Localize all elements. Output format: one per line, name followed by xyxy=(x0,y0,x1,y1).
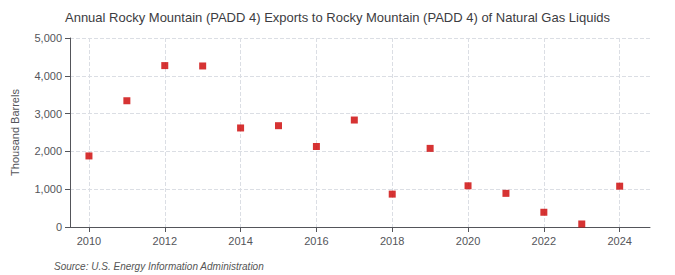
svg-text:2014: 2014 xyxy=(228,235,252,247)
svg-text:0: 0 xyxy=(56,221,62,233)
svg-text:2024: 2024 xyxy=(607,235,631,247)
svg-text:Annual Rocky Mountain (PADD 4): Annual Rocky Mountain (PADD 4) Exports t… xyxy=(65,10,611,25)
svg-text:5,000: 5,000 xyxy=(34,32,62,44)
svg-text:Thousand Barrels: Thousand Barrels xyxy=(9,89,21,176)
svg-text:1,000: 1,000 xyxy=(34,183,62,195)
svg-text:2010: 2010 xyxy=(77,235,101,247)
svg-text:2020: 2020 xyxy=(456,235,480,247)
svg-text:4,000: 4,000 xyxy=(34,70,62,82)
svg-text:2018: 2018 xyxy=(380,235,404,247)
svg-text:3,000: 3,000 xyxy=(34,108,62,120)
svg-text:Source: U.S. Energy Informatio: Source: U.S. Energy Information Administ… xyxy=(54,261,264,272)
svg-text:2,000: 2,000 xyxy=(34,145,62,157)
svg-text:2022: 2022 xyxy=(532,235,556,247)
svg-text:2012: 2012 xyxy=(153,235,177,247)
svg-text:2016: 2016 xyxy=(304,235,328,247)
